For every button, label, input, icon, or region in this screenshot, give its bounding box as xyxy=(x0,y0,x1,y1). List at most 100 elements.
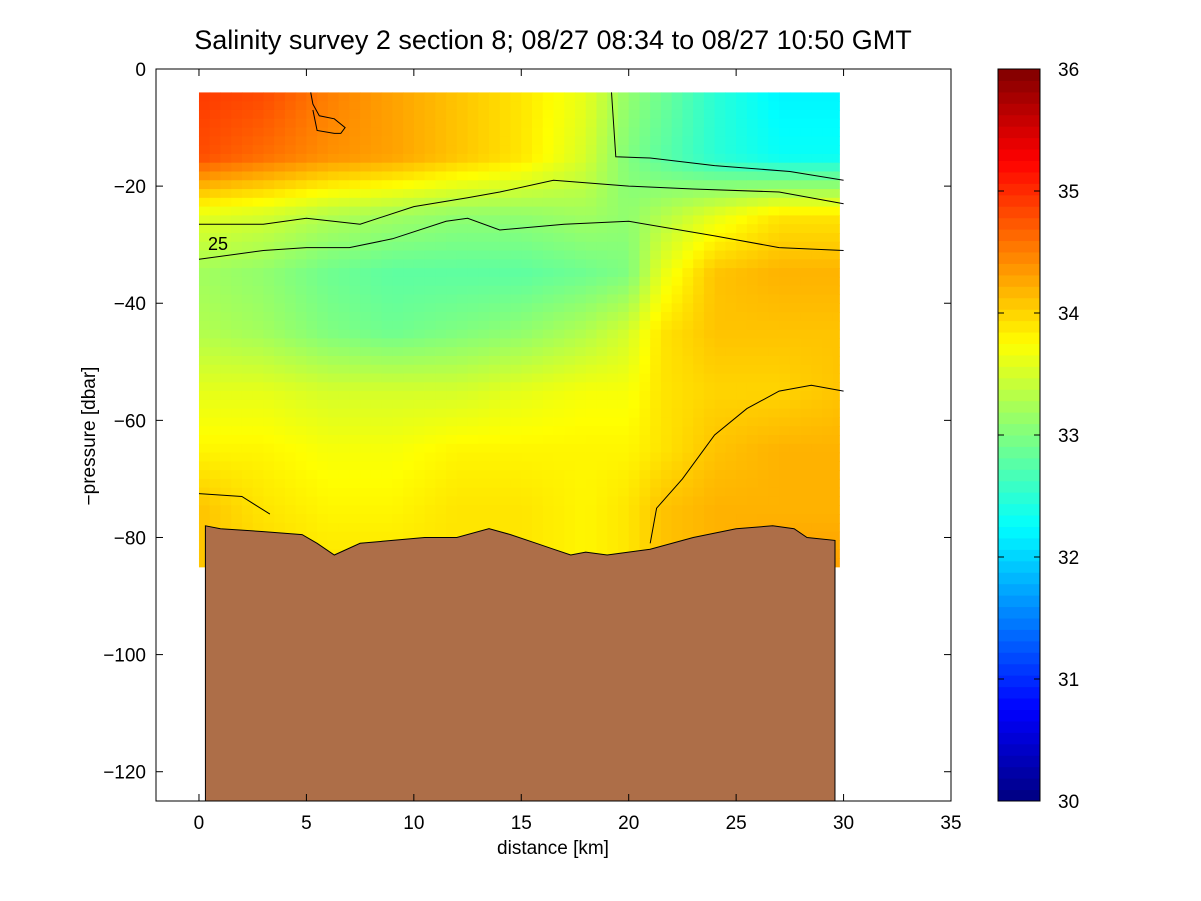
salinity-cell xyxy=(403,364,415,375)
salinity-cell xyxy=(446,232,458,243)
salinity-cell xyxy=(779,285,791,296)
salinity-cell xyxy=(381,312,393,322)
salinity-cell xyxy=(263,470,275,480)
salinity-cell xyxy=(703,312,716,322)
salinity-cell xyxy=(209,391,222,401)
salinity-cell xyxy=(736,435,748,445)
salinity-cell xyxy=(381,470,393,480)
salinity-cell xyxy=(295,355,308,366)
salinity-cell xyxy=(274,461,286,471)
salinity-cell xyxy=(553,118,565,129)
salinity-cell xyxy=(198,101,211,111)
salinity-cell xyxy=(768,171,780,181)
salinity-cell xyxy=(489,312,501,322)
salinity-cell xyxy=(607,531,619,542)
salinity-cell xyxy=(284,109,297,120)
salinity-cell xyxy=(231,153,243,164)
salinity-cell xyxy=(510,153,522,164)
salinity-cell xyxy=(241,268,254,278)
salinity-cell xyxy=(317,259,329,269)
salinity-cell xyxy=(403,127,415,137)
salinity-cell xyxy=(241,355,254,366)
salinity-cell xyxy=(435,514,447,524)
salinity-cell xyxy=(241,408,254,419)
salinity-cell xyxy=(295,109,308,120)
salinity-cell xyxy=(660,373,673,383)
salinity-cell xyxy=(306,435,318,445)
salinity-cell xyxy=(693,347,705,357)
salinity-cell xyxy=(542,364,555,375)
salinity-cell xyxy=(435,347,447,357)
salinity-cell xyxy=(295,347,308,357)
salinity-cell xyxy=(811,399,823,410)
salinity-cell xyxy=(682,294,694,304)
salinity-cell xyxy=(510,259,522,269)
salinity-cell xyxy=(360,171,372,181)
salinity-cell xyxy=(456,470,469,480)
salinity-cell xyxy=(736,153,748,164)
colorbar-band xyxy=(998,595,1040,608)
salinity-cell xyxy=(456,162,469,173)
salinity-cell xyxy=(435,241,447,252)
salinity-cell xyxy=(596,329,608,339)
y-tick-label: −120 xyxy=(103,763,146,784)
colorbar-band xyxy=(998,492,1040,505)
salinity-cell xyxy=(231,303,243,313)
salinity-cell xyxy=(392,347,404,357)
salinity-cell xyxy=(220,399,232,410)
salinity-cell xyxy=(725,241,737,252)
salinity-cell xyxy=(725,197,737,208)
salinity-cell xyxy=(714,470,726,480)
salinity-cell xyxy=(231,329,243,339)
salinity-cell xyxy=(553,505,565,515)
salinity-cell xyxy=(317,364,329,375)
salinity-cell xyxy=(564,127,576,137)
salinity-cell xyxy=(693,118,705,129)
salinity-cell xyxy=(456,461,469,471)
salinity-cell xyxy=(295,478,308,489)
salinity-cell xyxy=(241,153,254,164)
salinity-cell xyxy=(263,101,275,111)
salinity-cell xyxy=(800,522,812,533)
salinity-cell xyxy=(650,241,662,252)
salinity-cell xyxy=(403,399,415,410)
salinity-cell xyxy=(424,364,436,375)
salinity-cell xyxy=(639,259,651,269)
salinity-cell xyxy=(499,162,512,173)
salinity-cell xyxy=(736,241,748,252)
salinity-cell xyxy=(209,426,222,436)
salinity-cell xyxy=(532,417,544,427)
salinity-cell xyxy=(446,285,458,296)
salinity-cell xyxy=(789,206,802,216)
salinity-cell xyxy=(306,171,318,181)
salinity-cell xyxy=(607,478,619,489)
salinity-cell xyxy=(779,259,791,269)
salinity-cell xyxy=(596,435,608,445)
salinity-cell xyxy=(682,101,694,111)
salinity-cell xyxy=(746,478,759,489)
salinity-cell xyxy=(703,470,716,480)
salinity-cell xyxy=(832,347,840,357)
salinity-cell xyxy=(693,487,705,498)
salinity-cell xyxy=(349,312,361,322)
salinity-cell xyxy=(467,145,479,155)
salinity-cell xyxy=(489,443,501,454)
salinity-cell xyxy=(338,338,350,348)
salinity-cell xyxy=(456,171,469,181)
salinity-cell xyxy=(564,382,576,392)
salinity-cell xyxy=(231,136,243,146)
salinity-cell xyxy=(489,514,501,524)
salinity-cell xyxy=(660,426,673,436)
salinity-cell xyxy=(532,92,544,102)
salinity-cell xyxy=(779,268,791,278)
salinity-cell xyxy=(499,189,512,199)
salinity-cell xyxy=(768,232,780,243)
salinity-cell xyxy=(768,268,780,278)
salinity-cell xyxy=(650,189,662,199)
salinity-cell xyxy=(446,197,458,208)
salinity-cell xyxy=(241,232,254,243)
salinity-cell xyxy=(521,531,533,542)
salinity-cell xyxy=(413,505,426,515)
salinity-cell xyxy=(413,338,426,348)
salinity-cell xyxy=(650,417,662,427)
